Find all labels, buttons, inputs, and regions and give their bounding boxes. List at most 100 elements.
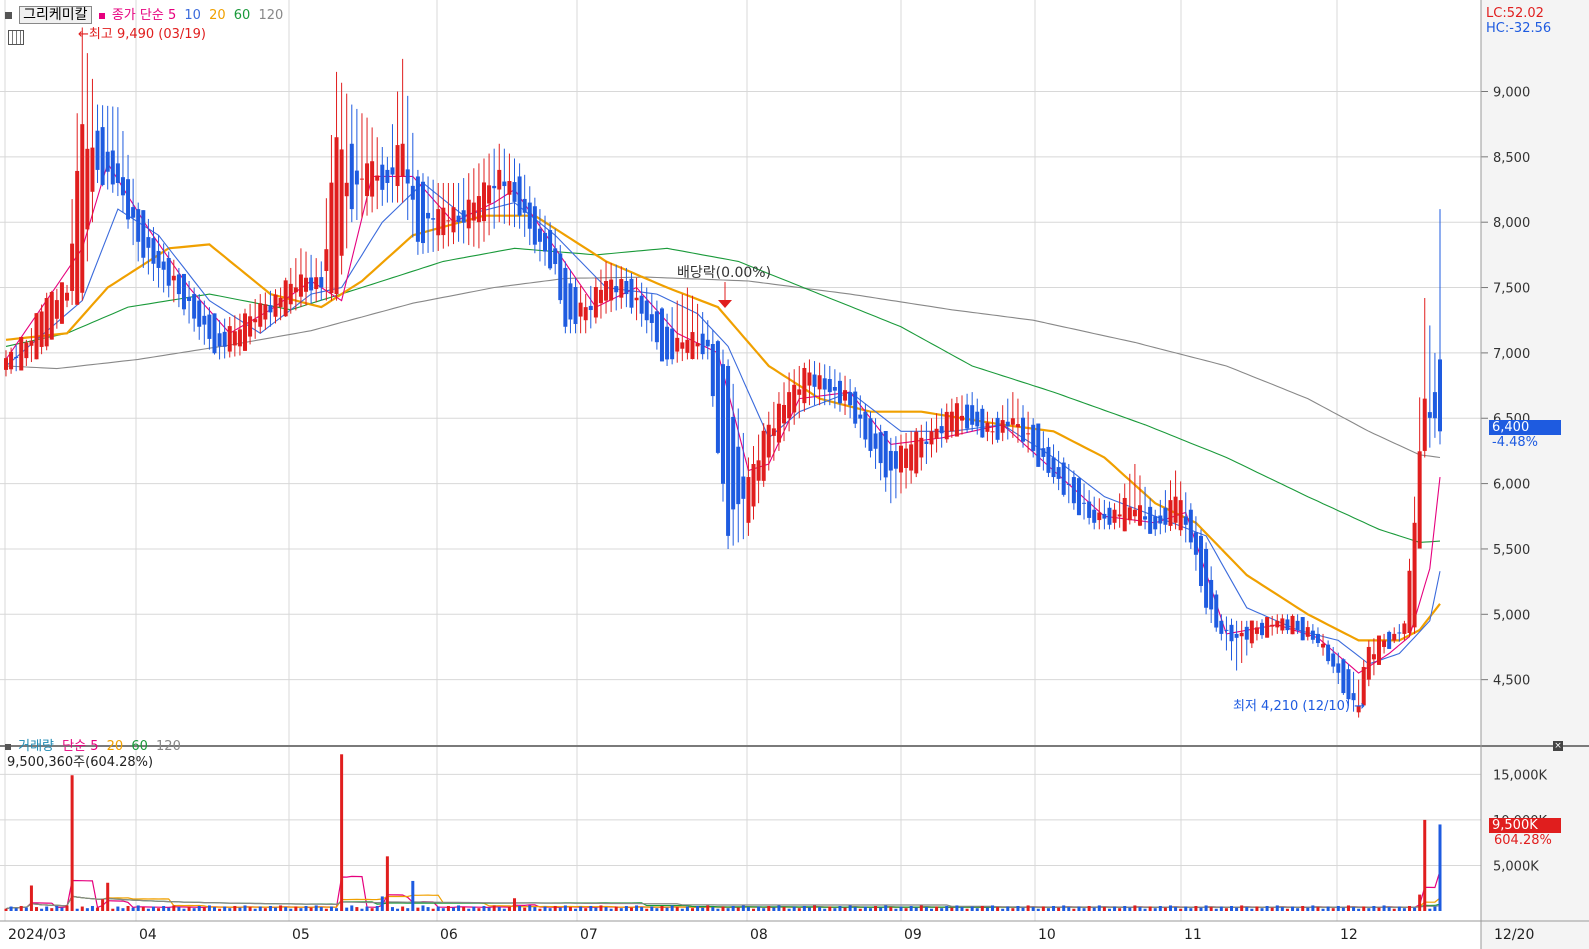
volume-bar	[1407, 905, 1411, 911]
volume-bar	[568, 907, 572, 911]
volume-bar	[1265, 905, 1269, 911]
candle	[507, 153, 512, 226]
volume-bar	[340, 754, 344, 911]
candle	[176, 267, 181, 308]
volume-bar	[223, 906, 227, 911]
candle	[832, 369, 837, 409]
volume-bar	[396, 908, 400, 911]
volume-bar	[1224, 908, 1228, 911]
candle	[283, 277, 288, 317]
volume-bar	[757, 906, 761, 911]
candle	[965, 393, 970, 433]
candle	[309, 254, 314, 304]
candle	[1031, 418, 1036, 458]
volume-bar	[1163, 907, 1167, 911]
stock-name[interactable]: 그리케미칼	[19, 6, 92, 24]
volume-bar	[1036, 908, 1040, 911]
volume-bar	[767, 905, 771, 911]
candle	[268, 290, 273, 327]
price-label: 종가	[111, 8, 136, 23]
volume-bar	[141, 907, 145, 911]
low-annotation: 최저 4,210 (12/10) →	[1233, 699, 1365, 715]
candle	[339, 82, 344, 275]
volume-bar	[655, 908, 659, 911]
ma-120-label: 120	[258, 8, 284, 23]
volume-bar	[1072, 908, 1076, 911]
candle	[654, 300, 659, 350]
candle	[59, 282, 64, 324]
volume-bar	[1026, 905, 1030, 911]
volume-bar	[802, 905, 806, 911]
volume-bar	[85, 908, 89, 911]
vol-y-tick-label: 5,000K	[1493, 859, 1539, 874]
candle	[405, 95, 410, 221]
volume-bar	[1255, 906, 1259, 911]
candle	[665, 313, 670, 366]
candle	[1056, 450, 1061, 491]
volume-bar	[868, 908, 872, 911]
volume-bar	[914, 907, 918, 911]
volume-bar	[518, 905, 522, 911]
candle	[1158, 499, 1163, 535]
volume-bar	[202, 907, 206, 911]
volume-bar	[1219, 906, 1223, 911]
candle	[1260, 619, 1265, 639]
candle	[1219, 614, 1224, 641]
volume-bar	[818, 907, 822, 911]
candle	[263, 292, 268, 331]
volume-bar	[838, 905, 842, 911]
candle	[115, 107, 120, 197]
volume-bar	[1235, 907, 1239, 911]
candle	[792, 369, 797, 425]
volume-bar	[909, 905, 913, 911]
volume-bar	[1418, 894, 1422, 911]
x-tick-label: 12	[1340, 927, 1358, 943]
candle	[1321, 633, 1326, 656]
candle	[370, 127, 375, 213]
volume-bar	[436, 906, 440, 911]
volume-bar	[1128, 907, 1132, 911]
volume-bar	[248, 907, 252, 911]
candle	[1193, 516, 1198, 571]
candle	[298, 248, 303, 308]
volume-bar	[675, 907, 679, 911]
volume-bar	[935, 906, 939, 911]
volume-label[interactable]: 거래량	[18, 739, 55, 754]
volume-bar	[965, 908, 969, 911]
candle	[1209, 566, 1214, 624]
volume-bar	[1296, 908, 1300, 911]
volume-bar	[1174, 907, 1178, 911]
candle	[487, 153, 492, 236]
table-icon[interactable]	[8, 30, 24, 45]
close-icon[interactable]: ×	[1553, 741, 1563, 751]
candle	[868, 411, 873, 458]
candle	[415, 169, 420, 255]
candle	[1310, 624, 1315, 644]
volume-bar	[157, 908, 161, 911]
vol-ma-60-label: 60	[131, 739, 148, 754]
volume-bar	[843, 907, 847, 911]
vol-ma-20-label: 20	[106, 739, 124, 754]
candle	[649, 294, 654, 342]
volume-bar	[390, 907, 394, 911]
volume-bar	[1143, 908, 1147, 911]
candle	[731, 383, 736, 546]
candle	[420, 173, 425, 254]
candle	[985, 411, 990, 442]
candle	[166, 251, 171, 298]
candle	[970, 392, 975, 432]
candle	[278, 287, 283, 321]
candle	[1204, 542, 1209, 615]
candle	[914, 428, 919, 478]
volume-bar	[1194, 905, 1198, 911]
volume-bar	[1336, 905, 1340, 911]
candle	[1417, 397, 1422, 549]
candle	[354, 108, 359, 221]
volume-bar	[1062, 905, 1066, 911]
candle	[105, 105, 110, 190]
candle	[1382, 633, 1387, 654]
candle	[1046, 437, 1051, 478]
menu-square-icon[interactable]	[5, 12, 12, 19]
candle	[1122, 483, 1127, 532]
volume-bar	[121, 908, 125, 911]
